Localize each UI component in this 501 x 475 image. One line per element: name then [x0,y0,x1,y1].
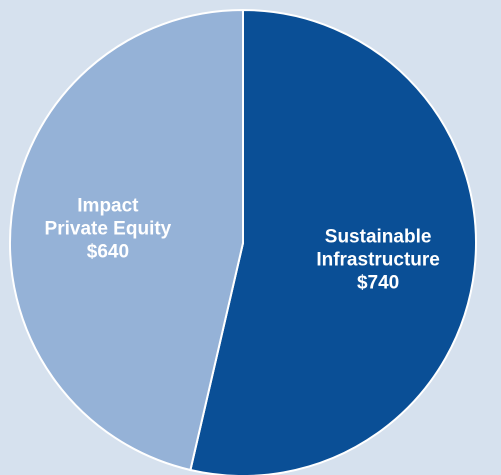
slice-value-label: $740 [357,272,399,293]
slice-value-label: $640 [87,242,129,263]
pie-slice-0 [189,8,477,475]
pie-slice-1 [8,8,244,472]
slice-name-line: Private Equity [45,219,172,240]
slice-name-line: Impact [77,196,139,217]
slices-layer [8,8,477,475]
slice-name-line: Sustainable [325,226,432,247]
slice-name-line: Infrastructure [316,249,440,270]
